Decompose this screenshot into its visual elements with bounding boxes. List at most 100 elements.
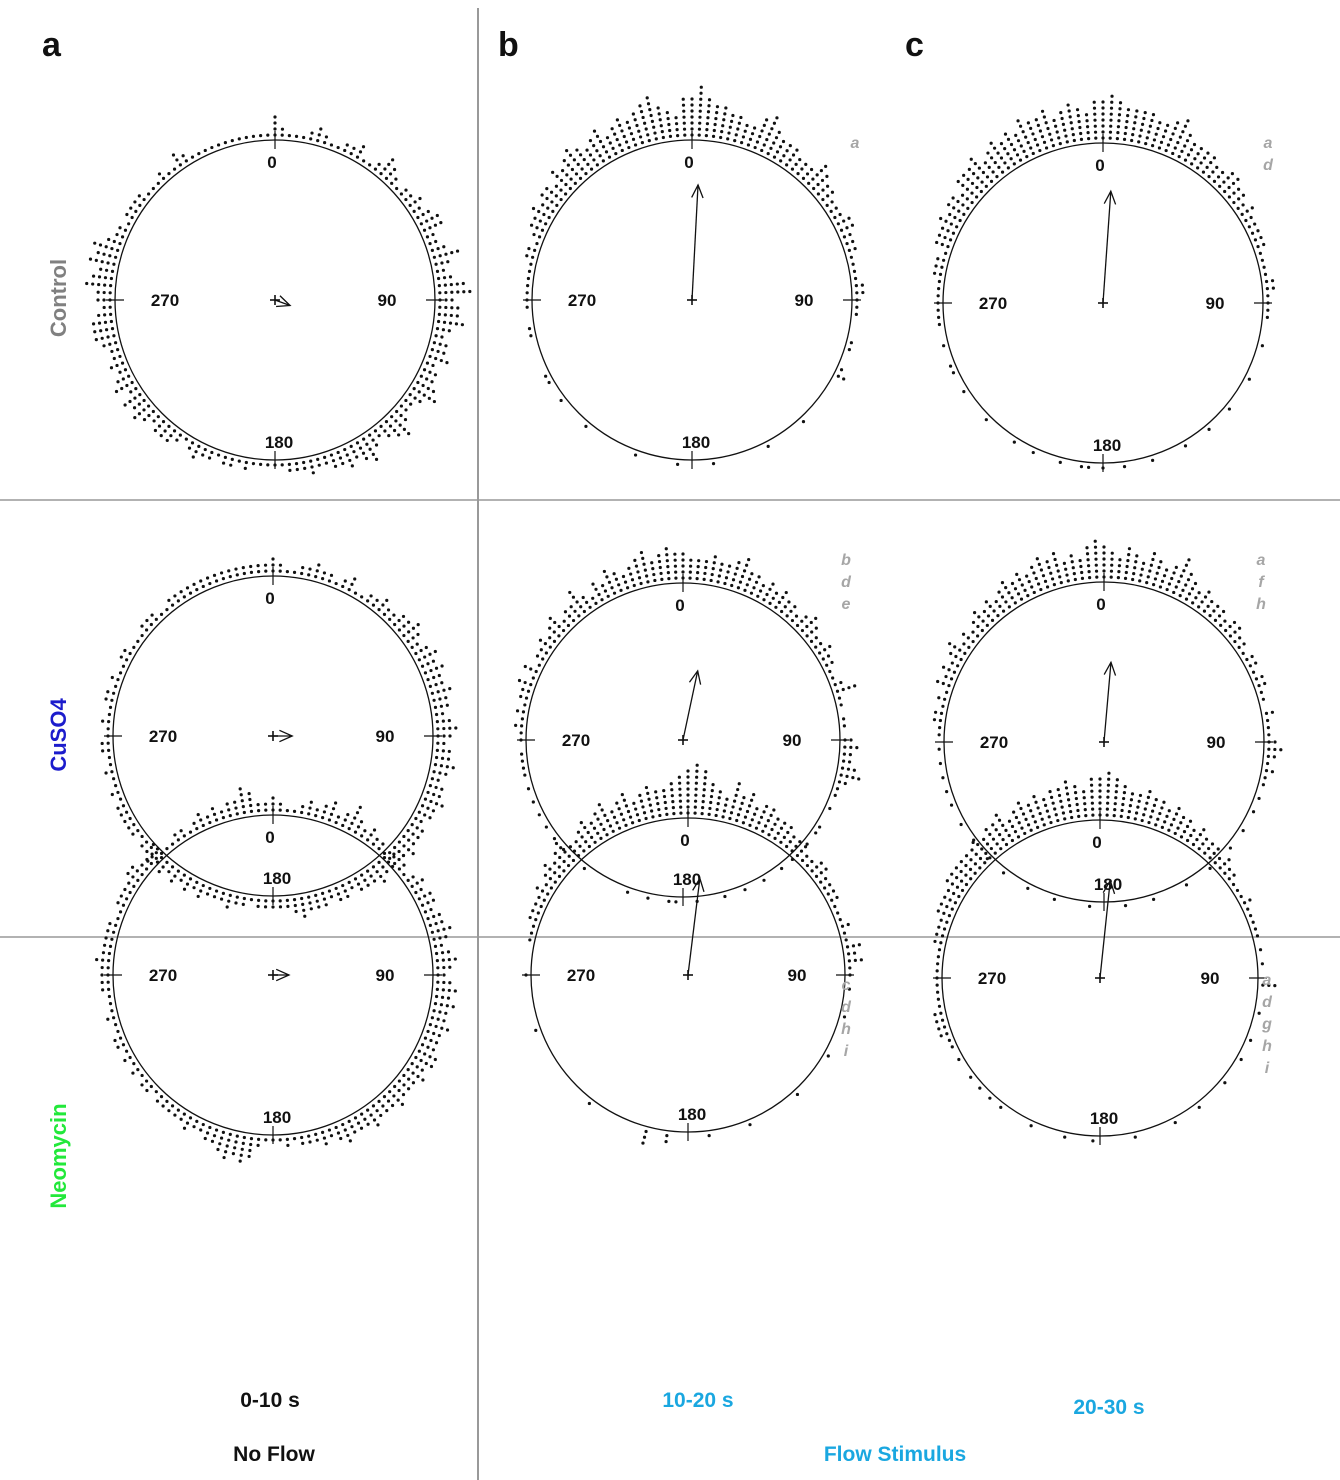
data-dot [392, 855, 396, 859]
data-dot [667, 577, 671, 581]
data-dot [674, 122, 679, 126]
data-dot [853, 276, 858, 281]
data-dot [205, 892, 210, 896]
data-dot [136, 878, 140, 882]
data-dot [831, 676, 835, 680]
data-dot [707, 1134, 711, 1138]
data-dot [353, 1130, 357, 1134]
data-dot [1122, 796, 1126, 801]
data-dot [197, 444, 201, 448]
data-dot [833, 682, 837, 687]
data-dot [205, 576, 210, 580]
time-label-col-2: 20-30 s [1073, 1396, 1144, 1419]
data-dot [577, 614, 581, 618]
data-dot [1223, 1081, 1227, 1085]
data-dot [426, 806, 430, 810]
data-dot [693, 811, 697, 815]
data-dot [534, 902, 538, 906]
data-dot [523, 703, 527, 707]
data-dot [228, 575, 232, 579]
data-dot [830, 190, 835, 194]
data-dot [830, 898, 834, 902]
data-dot [1101, 112, 1105, 116]
data-dot [1256, 229, 1260, 233]
data-dot [937, 1027, 941, 1031]
data-dot [1107, 777, 1111, 781]
data-dot [403, 417, 408, 422]
data-dot [762, 123, 766, 127]
data-dot [1226, 176, 1230, 180]
data-dot [534, 917, 538, 922]
data-dot [437, 1033, 441, 1038]
data-dot [592, 158, 596, 162]
data-dot [142, 408, 146, 412]
data-dot [432, 1031, 436, 1036]
data-dot [936, 257, 940, 261]
data-dot [1114, 796, 1118, 800]
data-dot [273, 133, 277, 137]
data-dot [540, 193, 544, 197]
data-dot [568, 153, 573, 157]
data-dot [1207, 590, 1211, 594]
data-dot [1265, 315, 1269, 319]
data-dot [555, 203, 559, 207]
data-dot [814, 616, 818, 620]
data-dot [108, 921, 112, 926]
data-dot [436, 349, 440, 354]
data-dot [223, 455, 227, 459]
data-dot [1098, 777, 1102, 781]
data-dot [671, 800, 675, 804]
data-dot [961, 632, 966, 636]
data-dot [541, 203, 545, 207]
data-dot [932, 271, 937, 275]
data-dot [285, 570, 289, 574]
data-dot [956, 199, 960, 204]
data-dot [958, 218, 962, 223]
data-dot [1145, 136, 1149, 140]
data-dot [635, 813, 640, 817]
data-dot [1045, 809, 1049, 813]
mean-vector-line [691, 184, 699, 301]
data-dot [324, 1142, 328, 1146]
data-dot [1009, 142, 1014, 147]
significance-letter: h [1262, 1038, 1272, 1055]
data-dot [1201, 170, 1206, 174]
data-dot [440, 664, 444, 668]
data-dot [322, 810, 327, 814]
data-dot [937, 233, 942, 237]
data-dot [833, 215, 837, 220]
data-dot [1079, 137, 1084, 142]
data-dot [327, 1128, 332, 1132]
data-dot [519, 694, 523, 699]
data-dot [988, 604, 992, 609]
data-dot [1143, 807, 1147, 811]
data-dot [1189, 148, 1194, 152]
data-dot [1221, 609, 1226, 614]
data-dot [1110, 557, 1114, 561]
data-dot [1257, 1011, 1261, 1015]
data-dot [1139, 573, 1143, 577]
data-dot [1110, 100, 1114, 104]
data-dot [1042, 798, 1046, 802]
data-dot [176, 869, 180, 873]
angle-label-180: 180 [263, 1108, 291, 1127]
data-dot [545, 196, 549, 201]
data-dot [1128, 804, 1132, 808]
data-dot [167, 598, 171, 602]
data-dot [352, 450, 356, 454]
data-dot [137, 412, 142, 416]
data-dot [702, 788, 706, 792]
data-dot [773, 836, 777, 840]
data-dot [955, 885, 960, 889]
data-dot [1080, 570, 1084, 575]
data-dot [559, 398, 563, 403]
data-dot [257, 898, 261, 902]
data-dot [212, 895, 217, 899]
data-dot [787, 600, 791, 604]
data-dot [425, 361, 430, 365]
data-dot [833, 793, 837, 798]
data-dot [368, 163, 372, 167]
mean-vector-line [274, 299, 291, 307]
data-dot [946, 229, 950, 233]
data-dot [853, 684, 857, 688]
